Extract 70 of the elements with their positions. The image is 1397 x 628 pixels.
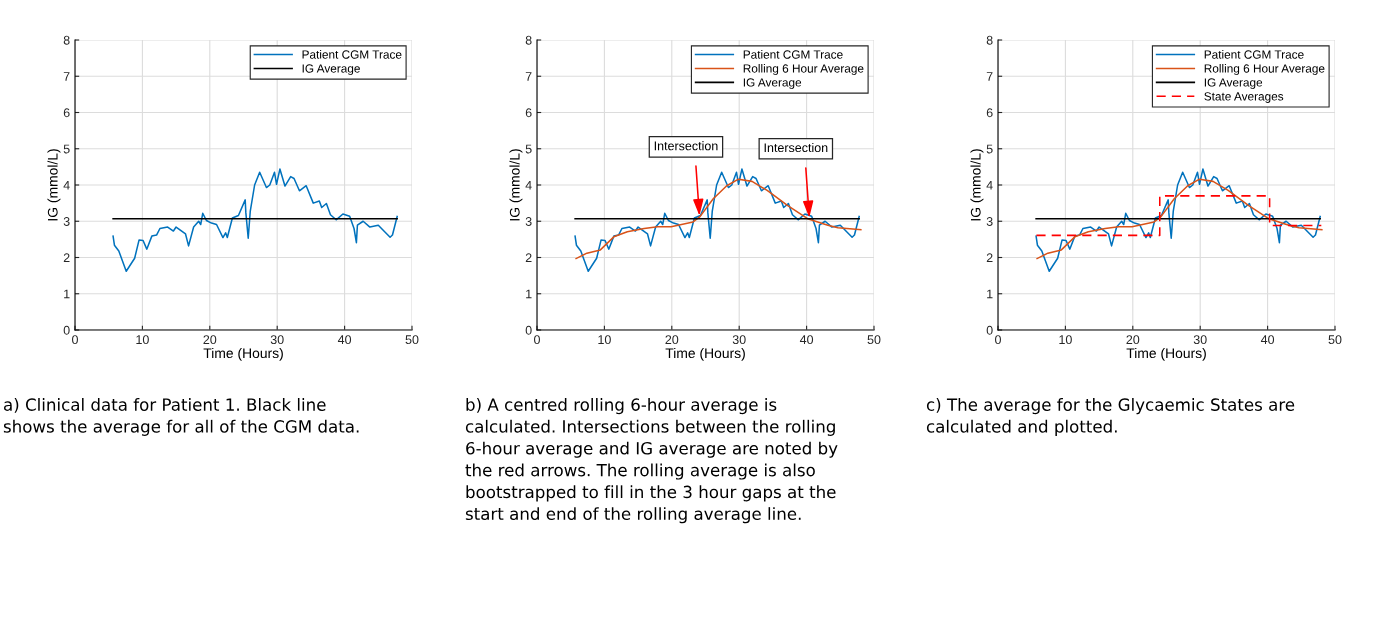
y-axis-title: IG (mmol/L): [47, 149, 61, 221]
y-tick-label: 4: [63, 180, 70, 190]
y-tick-label: 7: [525, 72, 532, 81]
legend-label: Patient CGM Trace: [743, 50, 843, 59]
x-tick-label: 30: [1193, 335, 1207, 345]
text: a) Clinical data for Patient 1. Black line shows the average for all of the CGM data.: [3, 398, 359, 436]
x-tick-label: 20: [665, 335, 679, 345]
y-tick-label: 6: [986, 108, 993, 118]
y-tick-label: 1: [987, 289, 993, 299]
y-tick-label: 0: [63, 325, 70, 335]
y-tick-label: 2: [986, 253, 993, 263]
x-axis-title: Time (Hours): [203, 347, 283, 361]
legend-label: Patient CGM Trace: [1204, 50, 1304, 59]
text: b) A centred rolling 6-hour average is calculated. Intersections between the rolling 6-hour average and IG average are noted by the red arrows. The rolling average is also bootstrapped to fill in the 3 hour gaps at the start and end of the rolling average line.: [465, 398, 838, 524]
y-tick-label: 5: [63, 144, 70, 154]
y-tick-label: 8: [986, 35, 993, 45]
x-tick-label: 0: [534, 335, 540, 345]
y-tick-label: 3: [63, 217, 70, 226]
y-tick-label: 1: [64, 289, 70, 299]
x-tick-label: 50: [405, 335, 419, 345]
x-tick-label: 50: [867, 335, 881, 345]
y-tick-label: 2: [525, 253, 532, 263]
x-axis-title: Time (Hours): [665, 347, 745, 361]
legend-label: State Averages: [1204, 92, 1284, 103]
y-tick-label: 5: [525, 144, 532, 154]
x-tick-label: 20: [203, 335, 217, 345]
y-tick-label: 0: [525, 325, 532, 335]
x-tick-label: 40: [337, 335, 352, 345]
legend-label: Patient CGM Trace: [302, 50, 402, 59]
y-tick-label: 0: [986, 325, 993, 335]
legend-label: IG Average: [302, 64, 360, 75]
x-axis-title: Time (Hours): [1126, 347, 1206, 361]
line-series: [575, 178, 862, 260]
legend-label: Rolling 6 Hour Average: [743, 63, 864, 75]
annotation: Intersection: [654, 141, 718, 151]
text: c) The average for the Glycaemic States are calculated and plotted.: [926, 398, 1295, 436]
x-tick-label: 50: [1328, 335, 1342, 345]
line-series: [574, 168, 860, 273]
legend-label: Rolling 6 Hour Average: [1204, 63, 1325, 75]
y-tick-label: 1: [526, 289, 532, 299]
y-tick-label: 5: [986, 144, 993, 154]
x-tick-label: 10: [598, 335, 611, 345]
line-series: [112, 168, 398, 273]
x-tick-label: 0: [72, 335, 78, 345]
y-tick-label: 7: [986, 72, 993, 81]
y-tick-label: 4: [986, 180, 993, 190]
y-tick-label: 8: [525, 35, 532, 45]
legend-label: IG Average: [1204, 78, 1263, 89]
y-tick-label: 3: [525, 217, 532, 226]
x-tick-label: 30: [270, 335, 284, 345]
line-series: [1035, 168, 1321, 273]
x-tick-label: 0: [995, 335, 1001, 345]
legend-label: IG Average: [743, 78, 802, 89]
x-tick-label: 40: [1260, 335, 1275, 345]
x-tick-label: 10: [1059, 335, 1072, 345]
x-tick-label: 10: [136, 335, 149, 345]
y-tick-label: 6: [63, 108, 70, 118]
y-tick-label: 8: [63, 35, 70, 45]
line-series: [1036, 178, 1323, 260]
y-axis-title: IG (mmol/L): [970, 149, 984, 221]
x-tick-label: 30: [732, 335, 746, 345]
y-tick-label: 3: [986, 217, 993, 226]
y-tick-label: 7: [63, 72, 70, 81]
y-tick-label: 2: [63, 253, 70, 263]
annotation: Intersection: [764, 142, 828, 153]
y-axis-title: IG (mmol/L): [509, 149, 523, 221]
x-tick-label: 40: [799, 335, 814, 345]
y-tick-label: 6: [525, 108, 532, 118]
x-tick-label: 20: [1126, 335, 1140, 345]
y-tick-label: 4: [525, 180, 532, 190]
